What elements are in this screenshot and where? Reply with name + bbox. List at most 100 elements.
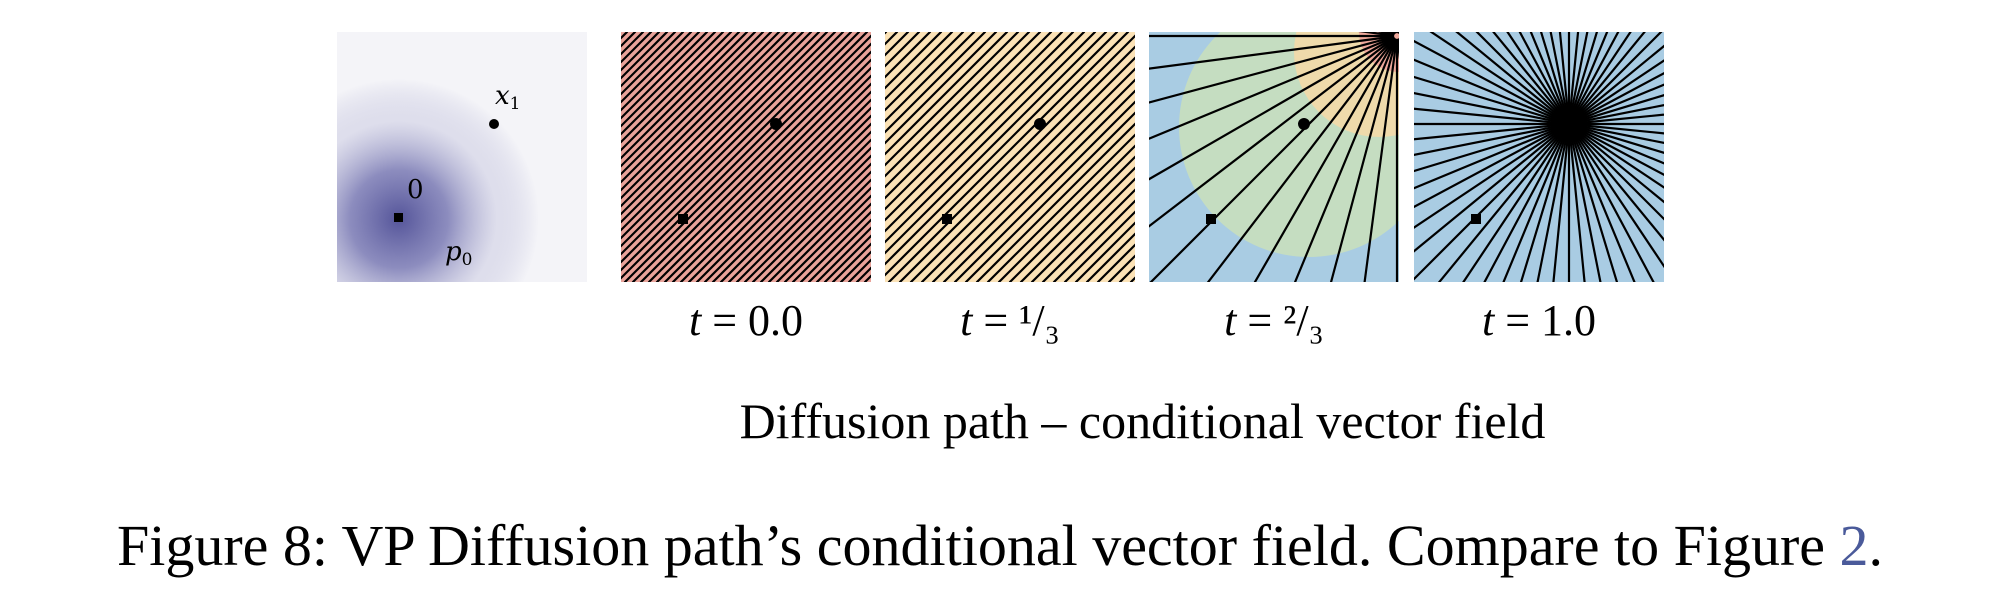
field-streamline: [1063, 210, 1135, 282]
field-streamline: [1085, 232, 1135, 282]
field-background: [885, 32, 1135, 282]
caption-period: .: [1868, 513, 1884, 578]
field-streamline: [1462, 126, 1568, 282]
field-streamline: [815, 226, 871, 282]
field-streamline: [775, 186, 871, 282]
vector-field-panel-t1: [1414, 32, 1664, 282]
field-streamline: [885, 32, 1086, 233]
field-streamline: [1414, 75, 1567, 124]
target-point-x1: [1034, 118, 1046, 130]
field-streamline: [639, 50, 871, 282]
origin-marker: [942, 214, 952, 224]
field-streamline: [1414, 58, 1567, 124]
field-streamline: [885, 32, 1020, 167]
origin-marker: [1206, 214, 1216, 224]
field-streamline: [621, 32, 765, 176]
field-streamline: [1414, 125, 1567, 229]
field-streamline: [1529, 32, 1569, 122]
target-point-x1: [1563, 118, 1575, 130]
field-streamline: [887, 34, 1135, 282]
origin-label: 0: [407, 175, 424, 205]
field-streamline: [1149, 37, 1396, 282]
figure-reference-link[interactable]: 2: [1839, 513, 1869, 578]
field-streamline: [767, 178, 871, 282]
field-streamline: [1293, 38, 1397, 282]
field-streamline: [1414, 123, 1567, 141]
field-streamline: [1502, 126, 1569, 282]
field-streamline: [1149, 35, 1395, 70]
field-streamline: [885, 32, 1119, 266]
field-streamline: [920, 67, 1135, 282]
field-streamline: [1030, 177, 1135, 282]
field-streamline: [1414, 124, 1567, 190]
field-streamline: [621, 32, 725, 136]
field-streamline: [621, 32, 837, 248]
x1-label: x1: [495, 81, 521, 114]
field-streamline: [743, 154, 871, 282]
field-streamline: [1568, 126, 1602, 282]
field-streamline: [885, 32, 1009, 156]
field-streamline: [885, 32, 954, 101]
field-lines: [1149, 32, 1399, 282]
field-streamline: [1483, 126, 1569, 282]
field-streamline: [1041, 188, 1135, 282]
field-streamline: [1570, 32, 1663, 123]
field-streamline: [621, 32, 693, 104]
field-streamline: [1569, 32, 1609, 122]
field-streamline: [909, 56, 1135, 282]
field-streamline: [1571, 123, 1664, 135]
field-streamline: [663, 74, 871, 282]
prior-density-gradient: [337, 32, 587, 282]
vector-field-plot-t1-3: [885, 32, 1135, 282]
field-streamline: [1052, 199, 1135, 282]
field-streamline: [687, 98, 871, 282]
figure-subtitle: Diffusion path – conditional vector fiel…: [739, 393, 1546, 449]
vector-field-plot-t2-3: [1149, 32, 1399, 282]
field-streamline: [1475, 32, 1568, 123]
field-streamline: [621, 32, 733, 144]
field-streamline: [885, 32, 987, 134]
origin-marker: [1471, 214, 1481, 224]
field-streamline: [799, 210, 871, 282]
field-streamline: [885, 32, 1097, 244]
field-streamline: [997, 144, 1135, 282]
field-streamline: [621, 32, 869, 280]
field-streamline: [621, 32, 773, 184]
field-streamline: [679, 90, 871, 282]
field-streamline: [1519, 126, 1569, 282]
field-lines: [1414, 32, 1664, 282]
field-streamline: [1571, 103, 1664, 125]
field-streamline: [751, 162, 871, 282]
field-streamline: [1437, 125, 1568, 282]
field-streamline: [942, 89, 1135, 282]
field-streamline: [1571, 71, 1664, 124]
field-streamline: [1558, 32, 1570, 122]
field-streamline: [1363, 38, 1398, 282]
field-streamline: [1455, 32, 1568, 123]
field-background: [1414, 32, 1664, 282]
time-label-0: t = 0.0: [688, 296, 804, 345]
prior-density-plot: x1 0 p0: [337, 32, 587, 282]
prior-density-panel: x1 0 p0: [337, 32, 587, 282]
field-streamline: [621, 32, 709, 120]
field-streamline: [885, 32, 1031, 178]
target-point-x1: [489, 119, 499, 129]
field-streamline: [1570, 44, 1664, 123]
field-streamline: [975, 122, 1135, 282]
field-streamline: [719, 130, 871, 282]
field-streamline: [621, 32, 813, 224]
field-streamline: [1536, 126, 1570, 282]
field-streamline: [1518, 32, 1569, 122]
field-streamline: [1570, 32, 1646, 123]
vector-field-plot-t0: [621, 32, 871, 282]
field-streamline: [695, 106, 871, 282]
time-label-2: t = ²/₃: [1224, 296, 1324, 345]
field-streamline: [671, 82, 871, 282]
field-streamline: [621, 32, 701, 112]
field-streamline: [885, 32, 932, 79]
field-streamline: [623, 34, 871, 282]
field-streamline: [621, 32, 861, 272]
field-streamline: [621, 32, 749, 160]
field-streamline: [885, 32, 943, 90]
field-streamline: [727, 138, 871, 282]
